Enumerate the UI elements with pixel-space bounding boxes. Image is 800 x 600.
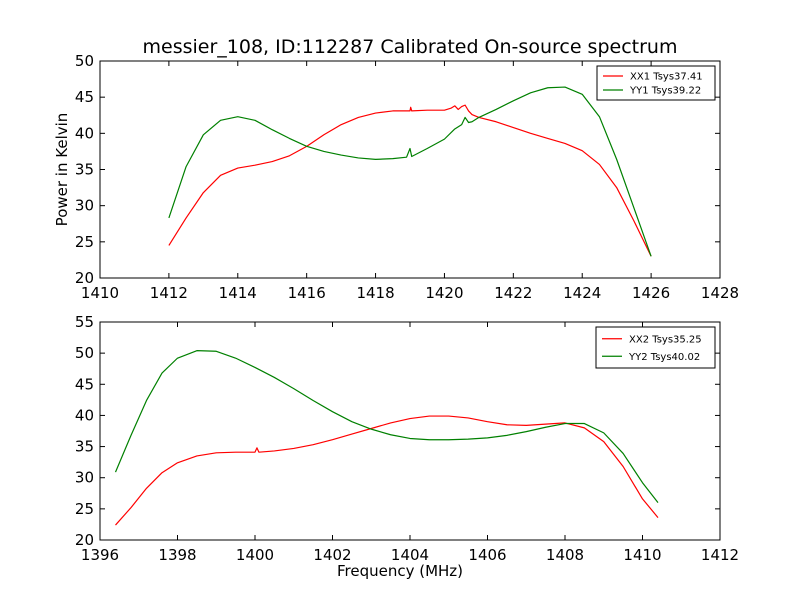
legend-1: XX1 Tsys37.41 YY1 Tsys39.22 xyxy=(596,65,716,101)
x-tick-label: 1408 xyxy=(546,546,584,564)
x-tick-label: 1404 xyxy=(391,546,429,564)
legend-label: YY2 Tsys40.02 xyxy=(628,352,700,363)
y-axis-label: Power in Kelvin xyxy=(53,113,71,227)
y-tick-label: 35 xyxy=(75,438,94,456)
y-tick-label: 40 xyxy=(75,406,94,424)
x-tick-label: 1416 xyxy=(288,284,326,302)
legend-label: XX1 Tsys37.41 xyxy=(630,72,703,83)
y-tick-label: 25 xyxy=(75,233,94,251)
legend-box xyxy=(595,326,716,369)
legend-2: XX2 Tsys35.25 YY2 Tsys40.02 xyxy=(595,326,716,369)
y-tick-label: 55 xyxy=(75,313,94,331)
series-line-1-1 xyxy=(168,104,652,257)
series-line-2-1 xyxy=(115,415,659,526)
x-tick-label: 1412 xyxy=(701,546,739,564)
legend-label: XX2 Tsys35.25 xyxy=(629,334,702,345)
x-tick-label: 1420 xyxy=(425,284,463,302)
x-tick-label: 1402 xyxy=(313,546,351,564)
y-tick-label: 35 xyxy=(75,161,94,179)
x-axis-label: Frequency (MHz) xyxy=(337,562,463,580)
legend-box xyxy=(596,65,716,101)
x-tick-label: 1424 xyxy=(563,284,601,302)
plots: 1410 1412 1414 1416 1418 1420 1422 1424 1426 1428… xyxy=(53,52,739,580)
series-line-1-2 xyxy=(168,86,652,257)
y-tick-label: 20 xyxy=(75,269,94,287)
x-tick-label: 1410 xyxy=(81,284,119,302)
y-tick-label: 30 xyxy=(75,197,94,215)
x-tick-label: 1418 xyxy=(356,284,394,302)
subplot-2: 1396 1398 1400 1402 1404 1406 1408 1410 1412 20 25… xyxy=(75,313,739,580)
series-line-2-2 xyxy=(114,350,659,503)
x-tick-label: 1414 xyxy=(219,284,257,302)
x-tick-label: 1398 xyxy=(158,546,196,564)
figure-title: messier_108, ID:112287 Calibrated On-sou… xyxy=(143,36,678,58)
y-tick-label: 45 xyxy=(75,375,94,393)
x-tick-label: 1412 xyxy=(150,284,188,302)
y-tick-label: 50 xyxy=(75,52,94,70)
x-tick-label: 1410 xyxy=(623,546,661,564)
y-tick-label: 25 xyxy=(75,500,94,518)
x-tick-label: 1396 xyxy=(81,546,119,564)
y-tick-label: 50 xyxy=(75,344,94,362)
x-tick-label: 1426 xyxy=(632,284,670,302)
y-tick-label: 30 xyxy=(75,469,94,487)
legend-label: YY1 Tsys39.22 xyxy=(629,86,701,97)
y-tick-label: 45 xyxy=(75,88,94,106)
x-tick-label: 1428 xyxy=(701,284,739,302)
x-tick-label: 1422 xyxy=(494,284,532,302)
y-tick-label: 40 xyxy=(75,124,94,142)
x-tick-label: 1400 xyxy=(236,546,274,564)
x-tick-label: 1406 xyxy=(468,546,506,564)
y-tick-label: 20 xyxy=(75,531,94,549)
subplot-1: 1410 1412 1414 1416 1418 1420 1422 1424 1426 1428… xyxy=(53,52,739,302)
